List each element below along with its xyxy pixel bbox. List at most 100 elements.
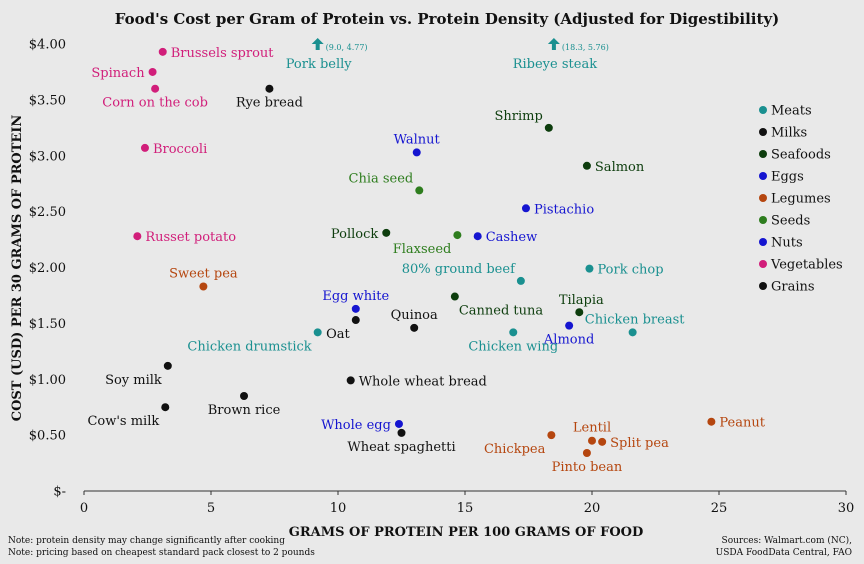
legend-label-eggs: Eggs bbox=[771, 170, 804, 185]
label-cow-s-milk: Cow's milk bbox=[87, 414, 159, 429]
label-whole-wheat-bread: Whole wheat bread bbox=[359, 374, 487, 389]
y-tick-label: $3.50 bbox=[29, 93, 66, 108]
label-egg-white: Egg white bbox=[322, 289, 389, 304]
label-walnut: Walnut bbox=[394, 132, 441, 147]
point-wheat-spaghetti bbox=[397, 428, 406, 437]
note-cooking: Note: protein density may change signifi… bbox=[8, 536, 285, 546]
point-shrimp bbox=[544, 123, 553, 132]
label-canned-tuna: Canned tuna bbox=[459, 304, 544, 319]
point-flaxseed bbox=[453, 231, 462, 240]
x-tick-label: 10 bbox=[330, 501, 347, 516]
arrow-up-icon bbox=[311, 38, 324, 50]
legend-label-milks: Milks bbox=[771, 126, 807, 141]
point-brussels-sprout bbox=[158, 47, 167, 56]
label-spinach: Spinach bbox=[91, 66, 145, 81]
y-tick-label: $1.50 bbox=[29, 317, 66, 332]
label-tilapia: Tilapia bbox=[559, 293, 604, 308]
label-oat: Oat bbox=[326, 327, 350, 342]
point-split-pea bbox=[598, 437, 607, 446]
chart-title: Food's Cost per Gram of Protein vs. Prot… bbox=[115, 10, 779, 28]
off-scale-markers: (9.0, 4.77) Pork belly (18.3, 5.76) Ribeye … bbox=[286, 38, 609, 72]
label-sweet-pea: Sweet pea bbox=[169, 266, 238, 281]
point-pistachio bbox=[521, 204, 530, 213]
point-sweet-pea bbox=[199, 282, 208, 291]
point-chicken-drumstick bbox=[313, 328, 322, 337]
x-tick-label: 20 bbox=[584, 501, 601, 516]
x-axis-title: GRAMS OF PROTEIN PER 100 GRAMS OF FOOD bbox=[289, 525, 644, 540]
point-quinoa bbox=[410, 323, 419, 332]
label-salmon: Salmon bbox=[595, 160, 645, 175]
label-pinto-bean: Pinto bean bbox=[552, 460, 623, 475]
point-soy-milk bbox=[163, 361, 172, 370]
y-axis-title: COST (USD) PER 30 GRAMS OF PROTEIN bbox=[10, 115, 25, 422]
point-oat bbox=[351, 316, 360, 325]
legend-marker-eggs bbox=[759, 172, 767, 180]
arrow-up-icon bbox=[547, 38, 560, 50]
y-tick-label: $1.00 bbox=[29, 373, 66, 388]
legend-label-seeds: Seeds bbox=[771, 214, 810, 229]
label-chicken-drumstick: Chicken drumstick bbox=[187, 339, 311, 354]
label-lentil: Lentil bbox=[573, 421, 611, 436]
legend: Meats Milks Seafoods Eggs Legumes Seeds Nuts Ve… bbox=[759, 104, 843, 295]
point-pollock bbox=[382, 228, 391, 237]
point-russet-potato bbox=[133, 232, 142, 241]
x-tick-label: 15 bbox=[457, 501, 474, 516]
point-rye-bread bbox=[265, 84, 274, 93]
sources-line-2: USDA FoodData Central, FAO bbox=[716, 548, 852, 558]
legend-marker-meats bbox=[759, 106, 767, 114]
legend-marker-seafoods bbox=[759, 150, 767, 158]
label-80-ground-beef: 80% ground beef bbox=[402, 262, 516, 277]
label-peanut: Peanut bbox=[719, 416, 765, 431]
y-tick-label: $- bbox=[53, 485, 66, 500]
point-corn-on-the-cob bbox=[151, 84, 160, 93]
label-pollock: Pollock bbox=[331, 227, 378, 242]
label-russet-potato: Russet potato bbox=[145, 230, 236, 245]
point-peanut bbox=[707, 417, 716, 426]
point-chickpea bbox=[547, 431, 556, 440]
label-chicken-wing: Chicken wing bbox=[468, 339, 558, 354]
point-spinach bbox=[148, 67, 157, 76]
label-chicken-breast: Chicken breast bbox=[585, 312, 685, 327]
point-canned-tuna bbox=[450, 292, 459, 301]
legend-label-legumes: Legumes bbox=[771, 192, 831, 207]
y-tick-label: $0.50 bbox=[29, 429, 66, 444]
label-split-pea: Split pea bbox=[610, 436, 669, 451]
label-brown-rice: Brown rice bbox=[208, 403, 281, 418]
label-corn-on-the-cob: Corn on the cob bbox=[102, 96, 208, 111]
point-pork-chop bbox=[585, 264, 594, 273]
point-brown-rice bbox=[240, 392, 249, 401]
x-tick-label: 30 bbox=[838, 501, 855, 516]
x-tick-label: 25 bbox=[711, 501, 728, 516]
y-tick-label: $3.00 bbox=[29, 149, 66, 164]
point-whole-wheat-bread bbox=[346, 376, 355, 385]
point-walnut bbox=[412, 148, 421, 157]
label-shrimp: Shrimp bbox=[495, 109, 543, 124]
legend-marker-milks bbox=[759, 128, 767, 136]
legend-marker-legumes bbox=[759, 194, 767, 202]
legend-marker-nuts bbox=[759, 238, 767, 246]
x-tick-label: 5 bbox=[207, 501, 215, 516]
point-almond bbox=[565, 321, 574, 330]
label-rye-bread: Rye bread bbox=[236, 96, 303, 111]
y-tick-label: $2.00 bbox=[29, 261, 66, 276]
label-almond: Almond bbox=[543, 333, 594, 348]
offscale-label-ribeye-steak: Ribeye steak bbox=[513, 57, 597, 72]
legend-marker-seeds bbox=[759, 216, 767, 224]
label-pistachio: Pistachio bbox=[534, 202, 594, 217]
point-whole-egg bbox=[394, 419, 403, 428]
point-80-ground-beef bbox=[516, 276, 525, 285]
point-broccoli bbox=[140, 143, 149, 152]
label-quinoa: Quinoa bbox=[391, 308, 438, 323]
point-egg-white bbox=[351, 304, 360, 313]
legend-marker-grains bbox=[759, 282, 767, 290]
legend-label-vegetables: Vegetables bbox=[770, 258, 843, 273]
point-tilapia bbox=[575, 308, 584, 317]
label-soy-milk: Soy milk bbox=[105, 373, 162, 388]
label-brussels-sprout: Brussels sprout bbox=[171, 46, 275, 61]
label-chia-seed: Chia seed bbox=[349, 171, 414, 186]
legend-label-nuts: Nuts bbox=[771, 236, 803, 251]
point-chicken-breast bbox=[628, 328, 637, 337]
sources-line-1: Sources: Walmart.com (NC), bbox=[722, 535, 852, 546]
legend-label-meats: Meats bbox=[771, 104, 812, 119]
